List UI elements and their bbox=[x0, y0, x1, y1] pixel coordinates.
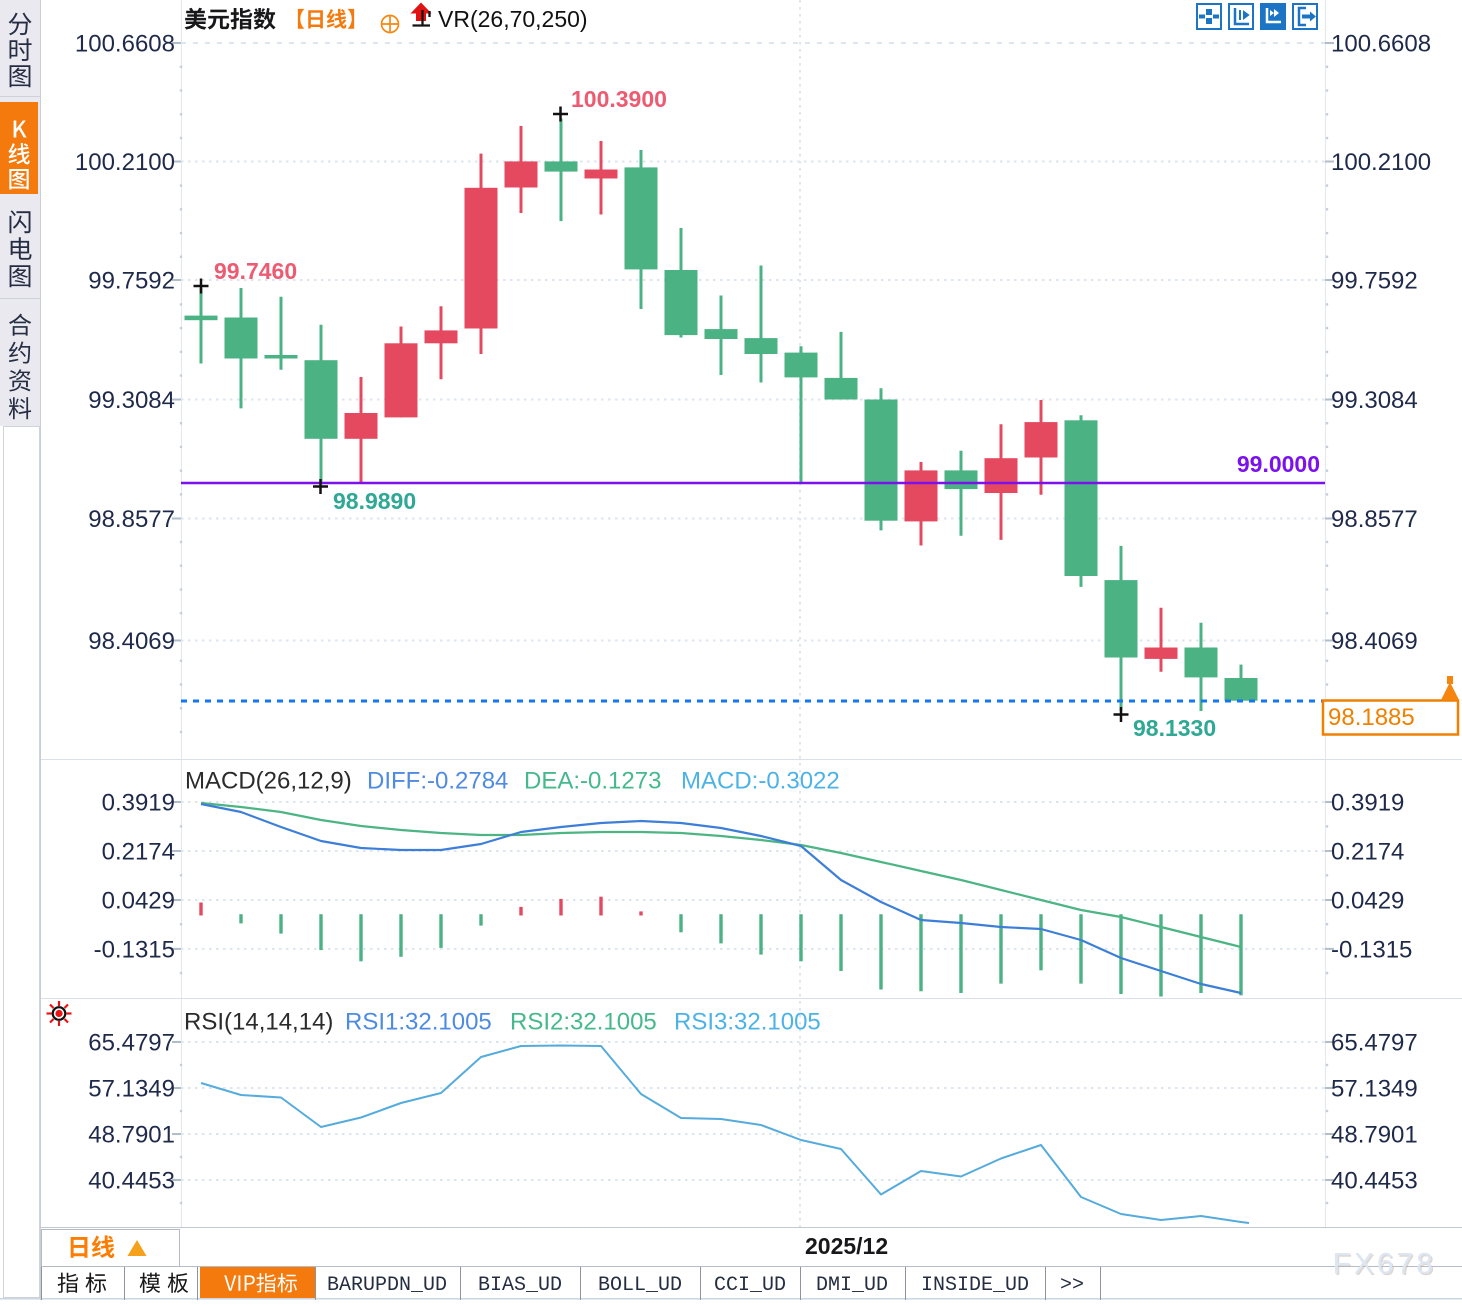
svg-text:57.1349: 57.1349 bbox=[88, 1075, 175, 1102]
svg-text:100.3900: 100.3900 bbox=[571, 86, 667, 112]
svg-text:99.7460: 99.7460 bbox=[214, 258, 297, 284]
svg-text:99.3084: 99.3084 bbox=[1331, 387, 1418, 414]
svg-text:BARUPDN_UD: BARUPDN_UD bbox=[327, 1274, 447, 1297]
svg-text:RSI2:32.1005: RSI2:32.1005 bbox=[510, 1008, 657, 1035]
svg-text:0.2174: 0.2174 bbox=[102, 838, 175, 865]
svg-text:40.4453: 40.4453 bbox=[88, 1167, 175, 1194]
svg-text:DMI_UD: DMI_UD bbox=[816, 1274, 888, 1297]
svg-text:>>: >> bbox=[1060, 1274, 1084, 1297]
svg-text:RSI1:32.1005: RSI1:32.1005 bbox=[345, 1008, 492, 1035]
svg-text:48.7901: 48.7901 bbox=[1331, 1121, 1418, 1148]
svg-text:MACD:-0.3022: MACD:-0.3022 bbox=[681, 767, 840, 794]
svg-text:65.4797: 65.4797 bbox=[1331, 1029, 1418, 1056]
svg-text:100.2100: 100.2100 bbox=[1331, 149, 1431, 176]
svg-text:RSI3:32.1005: RSI3:32.1005 bbox=[674, 1008, 821, 1035]
svg-text:0.0429: 0.0429 bbox=[102, 887, 175, 914]
svg-text:100.2100: 100.2100 bbox=[75, 149, 175, 176]
svg-text:100.6608: 100.6608 bbox=[1331, 30, 1431, 57]
svg-text:99.7592: 99.7592 bbox=[1331, 267, 1418, 294]
svg-text:0.3919: 0.3919 bbox=[102, 789, 175, 816]
svg-text:48.7901: 48.7901 bbox=[88, 1121, 175, 1148]
svg-text:98.8577: 98.8577 bbox=[88, 506, 175, 533]
svg-text:BOLL_UD: BOLL_UD bbox=[598, 1274, 682, 1297]
svg-text:DIFF:-0.2784: DIFF:-0.2784 bbox=[367, 767, 508, 794]
svg-text:0.0429: 0.0429 bbox=[1331, 887, 1404, 914]
svg-text:99.7592: 99.7592 bbox=[88, 267, 175, 294]
svg-text:MACD(26,12,9): MACD(26,12,9) bbox=[185, 767, 352, 794]
svg-text:RSI(14,14,14): RSI(14,14,14) bbox=[184, 1008, 333, 1035]
svg-text:BIAS_UD: BIAS_UD bbox=[478, 1274, 562, 1297]
svg-text:100.6608: 100.6608 bbox=[75, 30, 175, 57]
svg-text:98.4069: 98.4069 bbox=[88, 628, 175, 655]
svg-text:99.3084: 99.3084 bbox=[88, 387, 175, 414]
svg-text:98.1330: 98.1330 bbox=[1133, 715, 1216, 741]
svg-text:INSIDE_UD: INSIDE_UD bbox=[921, 1274, 1029, 1297]
svg-text:FX678: FX678 bbox=[1334, 1249, 1437, 1282]
svg-text:65.4797: 65.4797 bbox=[88, 1029, 175, 1056]
svg-text:98.1885: 98.1885 bbox=[1328, 704, 1415, 731]
svg-text:CCI_UD: CCI_UD bbox=[714, 1274, 786, 1297]
svg-text:98.9890: 98.9890 bbox=[333, 488, 416, 514]
svg-text:98.4069: 98.4069 bbox=[1331, 628, 1418, 655]
svg-text:2025/12: 2025/12 bbox=[805, 1233, 888, 1259]
svg-text:-0.1315: -0.1315 bbox=[94, 936, 175, 963]
svg-text:57.1349: 57.1349 bbox=[1331, 1075, 1418, 1102]
svg-text:99.0000: 99.0000 bbox=[1237, 451, 1320, 477]
svg-text:DEA:-0.1273: DEA:-0.1273 bbox=[524, 767, 661, 794]
svg-text:0.3919: 0.3919 bbox=[1331, 789, 1404, 816]
svg-text:0.2174: 0.2174 bbox=[1331, 838, 1404, 865]
svg-text:98.8577: 98.8577 bbox=[1331, 506, 1418, 533]
svg-text:FX678: FX678 bbox=[1333, 1248, 1436, 1281]
svg-text:VR(26,70,250): VR(26,70,250) bbox=[438, 6, 588, 32]
svg-text:-0.1315: -0.1315 bbox=[1331, 936, 1412, 963]
svg-text:40.4453: 40.4453 bbox=[1331, 1167, 1418, 1194]
